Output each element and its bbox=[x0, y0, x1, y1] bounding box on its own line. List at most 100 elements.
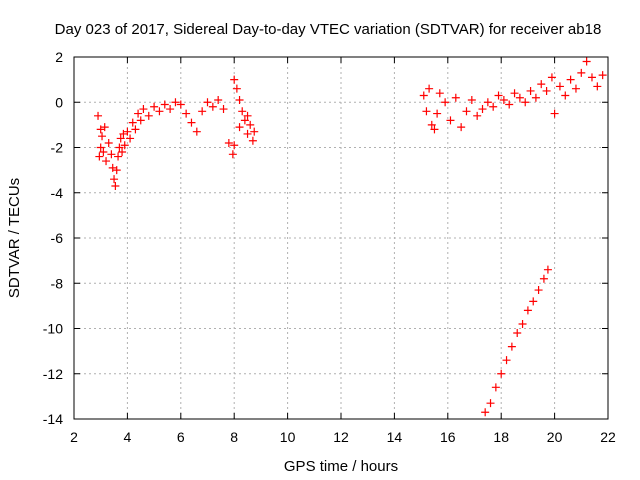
data-point bbox=[555, 82, 564, 91]
x-tick-label: 4 bbox=[124, 429, 132, 445]
data-point bbox=[128, 118, 137, 127]
data-point bbox=[107, 150, 116, 159]
data-point bbox=[537, 80, 546, 89]
data-point bbox=[112, 166, 121, 175]
data-point bbox=[139, 105, 148, 114]
data-point bbox=[176, 100, 185, 109]
data-point bbox=[99, 148, 108, 157]
x-tick-label: 6 bbox=[177, 429, 185, 445]
data-point bbox=[571, 84, 580, 93]
data-point bbox=[235, 95, 244, 104]
data-point bbox=[171, 98, 180, 107]
data-point bbox=[192, 127, 201, 136]
data-point bbox=[232, 84, 241, 93]
chart-title: Day 023 of 2017, Sidereal Day-to-day VTE… bbox=[55, 21, 602, 38]
data-point bbox=[110, 175, 119, 184]
data-point bbox=[238, 107, 247, 116]
y-tick-label: -4 bbox=[51, 185, 64, 201]
data-point bbox=[208, 102, 217, 111]
data-point bbox=[435, 89, 444, 98]
data-point bbox=[587, 73, 596, 82]
data-point bbox=[598, 71, 607, 80]
y-tick-label: -14 bbox=[43, 411, 63, 427]
data-point bbox=[523, 306, 532, 315]
data-point bbox=[505, 100, 514, 109]
data-point bbox=[542, 86, 551, 95]
data-point bbox=[150, 102, 159, 111]
data-point bbox=[507, 342, 516, 351]
data-point bbox=[494, 91, 503, 100]
y-tick-label: -8 bbox=[51, 275, 64, 291]
data-point bbox=[96, 125, 105, 134]
data-point bbox=[441, 98, 450, 107]
x-tick-label: 20 bbox=[547, 429, 563, 445]
data-point bbox=[246, 120, 255, 129]
data-point bbox=[235, 123, 244, 132]
data-point bbox=[100, 123, 109, 132]
data-point bbox=[433, 109, 442, 118]
data-point bbox=[248, 136, 257, 145]
data-point bbox=[550, 109, 559, 118]
data-point bbox=[136, 116, 145, 125]
x-tick-label: 16 bbox=[440, 429, 456, 445]
data-point bbox=[214, 95, 223, 104]
data-point bbox=[187, 118, 196, 127]
data-point bbox=[526, 86, 535, 95]
x-tick-label: 18 bbox=[493, 429, 509, 445]
data-point bbox=[160, 100, 169, 109]
data-point bbox=[240, 116, 249, 125]
y-tick-label: 2 bbox=[55, 49, 63, 65]
data-point bbox=[126, 134, 135, 143]
data-point bbox=[446, 116, 455, 125]
data-point bbox=[116, 134, 125, 143]
data-point bbox=[467, 95, 476, 104]
x-tick-label: 12 bbox=[333, 429, 349, 445]
data-point bbox=[250, 127, 259, 136]
data-point bbox=[566, 75, 575, 84]
data-point bbox=[430, 125, 439, 134]
grid bbox=[74, 57, 608, 419]
data-point bbox=[483, 98, 492, 107]
data-point bbox=[94, 111, 103, 120]
data-point bbox=[118, 148, 127, 157]
data-point bbox=[478, 105, 487, 114]
data-point bbox=[243, 111, 252, 120]
data-point bbox=[115, 143, 124, 152]
data-point bbox=[577, 68, 586, 77]
data-point bbox=[582, 57, 591, 66]
data-point bbox=[230, 75, 239, 84]
data-point bbox=[534, 286, 543, 295]
data-point bbox=[243, 129, 252, 138]
data-point bbox=[230, 141, 239, 150]
data-point bbox=[481, 408, 490, 417]
x-tick-label: 2 bbox=[70, 429, 78, 445]
data-point bbox=[457, 123, 466, 132]
data-point bbox=[491, 383, 500, 392]
data-point bbox=[123, 127, 132, 136]
data-point bbox=[98, 132, 107, 141]
data-point bbox=[111, 181, 120, 190]
data-point bbox=[515, 93, 524, 102]
data-point bbox=[561, 91, 570, 100]
data-point bbox=[502, 356, 511, 365]
y-tick-label: -10 bbox=[43, 321, 63, 337]
x-tick-label: 10 bbox=[280, 429, 296, 445]
data-point bbox=[104, 138, 113, 147]
data-point bbox=[182, 109, 191, 118]
x-axis-label: GPS time / hours bbox=[284, 458, 398, 475]
data-point bbox=[427, 120, 436, 129]
data-point bbox=[219, 105, 228, 114]
data-point bbox=[419, 91, 428, 100]
data-point bbox=[543, 265, 552, 274]
data-point bbox=[96, 143, 105, 152]
data-point bbox=[422, 107, 431, 116]
data-point bbox=[473, 111, 482, 120]
y-tick-label: -2 bbox=[51, 140, 64, 156]
data-point bbox=[144, 111, 153, 120]
data-point bbox=[518, 319, 527, 328]
x-tick-label: 14 bbox=[387, 429, 403, 445]
data-point bbox=[521, 98, 530, 107]
y-tick-label: -6 bbox=[51, 230, 64, 246]
